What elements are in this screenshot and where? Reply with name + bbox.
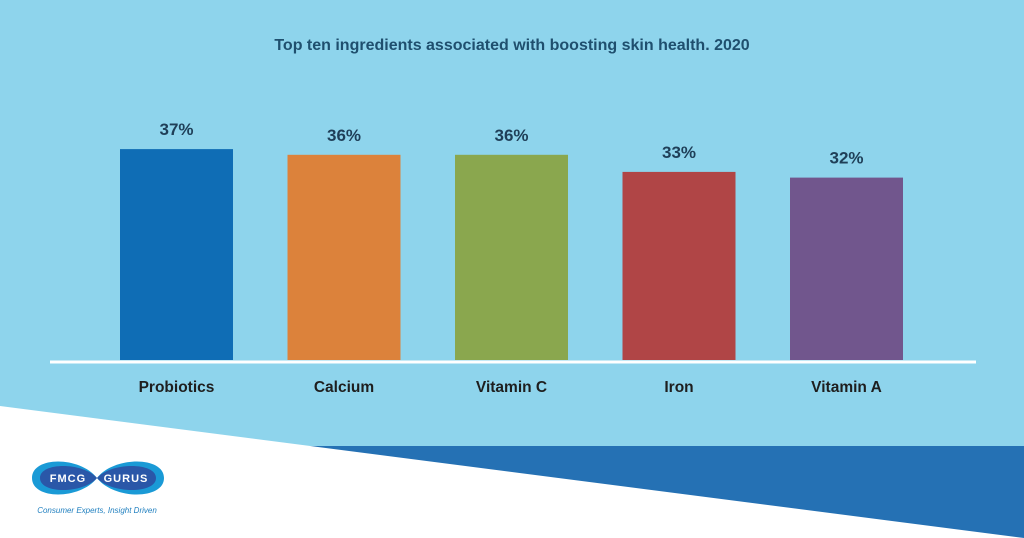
bars-group <box>120 149 903 360</box>
logo-word-left: FMCG <box>50 473 86 485</box>
category-label-probiotics: Probiotics <box>139 379 215 396</box>
bar-calcium <box>287 154 401 360</box>
value-label-probiotics: 37% <box>159 120 193 139</box>
white-wedge <box>0 406 1024 538</box>
value-label-vitamin-a: 32% <box>829 149 863 168</box>
chart-title: Top ten ingredients associated with boos… <box>274 37 749 54</box>
category-label-calcium: Calcium <box>314 379 374 396</box>
category-label-vitamin-a: Vitamin A <box>811 379 882 396</box>
value-label-vitamin-c: 36% <box>494 126 528 145</box>
logo-infinity-inner <box>40 466 156 490</box>
category-labels-group: Probiotics Calcium Vitamin C Iron Vitamin A <box>139 379 882 396</box>
value-label-calcium: 36% <box>327 126 361 145</box>
logo-word-right: GURUS <box>104 473 149 485</box>
category-label-iron: Iron <box>664 379 693 396</box>
fmcg-gurus-logo: FMCG GURUS Consumer Experts, Insight Dri… <box>32 461 164 515</box>
value-label-iron: 33% <box>662 143 696 162</box>
value-labels-group: 37% 36% 36% 33% 32% <box>159 120 863 168</box>
bar-iron <box>622 171 736 360</box>
bar-probiotics <box>120 149 233 360</box>
category-label-vitamin-c: Vitamin C <box>476 379 547 396</box>
logo-tagline: Consumer Experts, Insight Driven <box>37 506 157 515</box>
bar-vitamin-a <box>790 177 903 360</box>
bar-vitamin-c <box>455 154 568 360</box>
